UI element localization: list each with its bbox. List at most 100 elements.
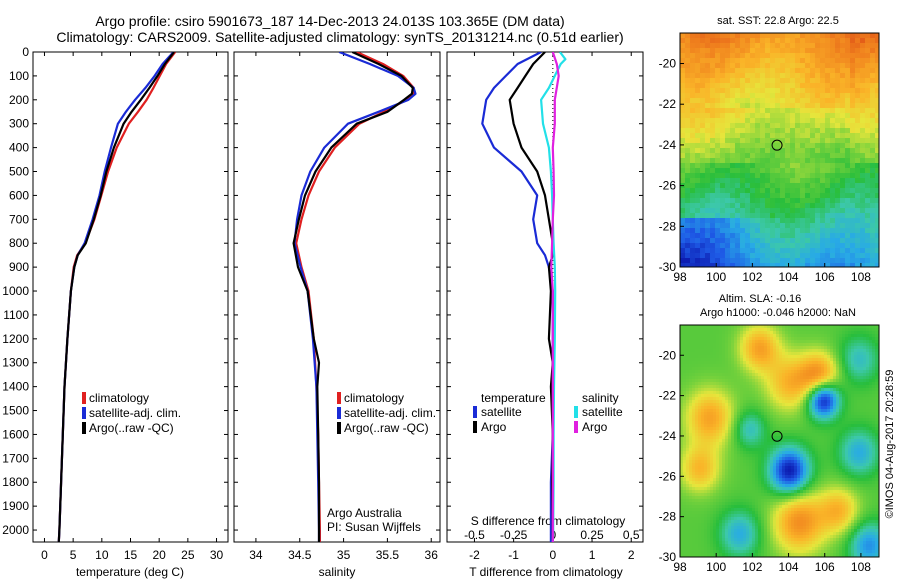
heat-cell bbox=[716, 448, 720, 452]
heat-cell bbox=[857, 379, 861, 383]
heat-cell bbox=[815, 168, 821, 174]
heat-cell bbox=[795, 248, 801, 254]
heat-cell bbox=[857, 352, 861, 356]
heat-cell bbox=[705, 178, 711, 184]
heat-cell bbox=[740, 382, 744, 386]
heat-cell bbox=[797, 424, 801, 428]
heat-cell bbox=[825, 58, 831, 64]
heat-cell bbox=[830, 334, 834, 338]
heat-cell bbox=[752, 379, 756, 383]
heat-cell bbox=[755, 364, 759, 368]
heat-cell bbox=[701, 358, 705, 362]
heat-cell bbox=[745, 213, 751, 219]
heat-cell bbox=[773, 343, 777, 347]
heat-cell bbox=[719, 415, 723, 419]
heat-cell bbox=[730, 118, 736, 124]
heat-cell bbox=[734, 358, 738, 362]
heat-cell bbox=[690, 188, 696, 194]
heat-cell bbox=[780, 118, 786, 124]
heat-cell bbox=[836, 427, 840, 431]
heat-cell bbox=[866, 430, 870, 434]
heat-cell bbox=[797, 430, 801, 434]
heat-cell bbox=[821, 361, 825, 365]
heat-cell bbox=[795, 208, 801, 214]
heat-cell bbox=[830, 183, 836, 189]
heat-cell bbox=[690, 223, 696, 229]
heat-cell bbox=[692, 334, 696, 338]
heat-cell bbox=[785, 73, 791, 79]
heat-cell bbox=[722, 370, 726, 374]
heat-cell bbox=[818, 361, 822, 365]
heat-cell bbox=[704, 427, 708, 431]
heat-cell bbox=[773, 403, 777, 407]
heat-cell bbox=[842, 442, 846, 446]
heat-cell bbox=[875, 173, 879, 179]
heat-cell bbox=[704, 418, 708, 422]
heat-cell bbox=[775, 223, 781, 229]
heat-cell bbox=[689, 421, 693, 425]
heat-cell bbox=[725, 33, 731, 39]
heat-cell bbox=[854, 334, 858, 338]
heat-cell bbox=[701, 430, 705, 434]
heat-cell bbox=[722, 418, 726, 422]
heat-cell bbox=[760, 108, 766, 114]
heat-cell bbox=[842, 370, 846, 374]
heat-cell bbox=[680, 163, 686, 169]
heat-cell bbox=[857, 415, 861, 419]
heat-cell bbox=[737, 406, 741, 410]
heat-cell bbox=[737, 349, 741, 353]
heat-cell bbox=[680, 228, 686, 234]
heat-cell bbox=[815, 228, 821, 234]
heat-cell bbox=[848, 391, 852, 395]
heat-cell bbox=[866, 355, 870, 359]
heat-cell bbox=[815, 340, 819, 344]
heat-cell bbox=[745, 133, 751, 139]
heat-cell bbox=[794, 334, 798, 338]
heat-cell bbox=[842, 418, 846, 422]
heat-cell bbox=[850, 143, 856, 149]
heat-cell bbox=[776, 403, 780, 407]
heat-cell bbox=[683, 343, 687, 347]
heat-cell bbox=[680, 409, 684, 413]
heat-cell bbox=[765, 198, 771, 204]
heat-cell bbox=[836, 379, 840, 383]
heat-cell bbox=[800, 424, 804, 428]
heat-cell bbox=[830, 373, 834, 377]
heat-cell bbox=[865, 258, 871, 264]
heat-cell bbox=[855, 258, 861, 264]
heat-cell bbox=[860, 223, 866, 229]
heat-cell bbox=[794, 361, 798, 365]
heat-cell bbox=[683, 445, 687, 449]
heat-cell bbox=[683, 418, 687, 422]
heat-cell bbox=[830, 346, 834, 350]
heat-cell bbox=[790, 113, 796, 119]
heat-cell bbox=[788, 424, 792, 428]
heat-cell bbox=[710, 98, 716, 104]
heat-cell bbox=[815, 238, 821, 244]
heat-cell bbox=[872, 346, 876, 350]
heat-cell bbox=[863, 397, 867, 401]
heat-cell bbox=[830, 148, 836, 154]
heat-cell bbox=[692, 400, 696, 404]
heat-cell bbox=[788, 349, 792, 353]
heat-cell bbox=[743, 391, 747, 395]
heat-cell bbox=[779, 376, 783, 380]
heat-cell bbox=[750, 133, 756, 139]
heat-cell bbox=[692, 382, 696, 386]
heat-cell bbox=[855, 38, 861, 44]
heat-cell bbox=[773, 364, 777, 368]
heat-cell bbox=[775, 238, 781, 244]
heat-cell bbox=[818, 415, 822, 419]
heat-cell bbox=[785, 343, 789, 347]
heat-cell bbox=[707, 415, 711, 419]
heat-cell bbox=[818, 442, 822, 446]
heat-cell bbox=[701, 328, 705, 332]
heat-cell bbox=[810, 33, 816, 39]
heat-cell bbox=[857, 355, 861, 359]
heat-cell bbox=[685, 168, 691, 174]
heat-cell bbox=[704, 340, 708, 344]
heat-cell bbox=[690, 168, 696, 174]
heat-cell bbox=[827, 364, 831, 368]
heat-cell bbox=[809, 397, 813, 401]
heat-cell bbox=[770, 223, 776, 229]
